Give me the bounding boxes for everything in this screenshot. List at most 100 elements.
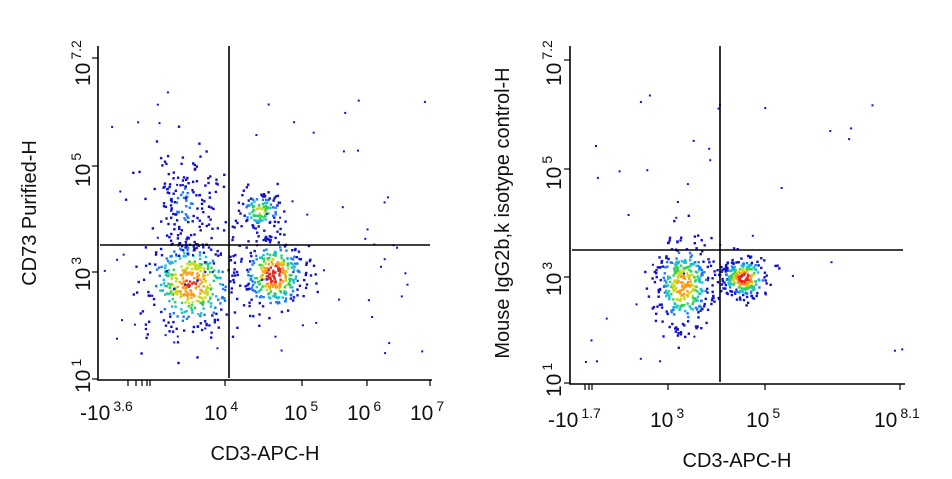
event-dot [231, 225, 234, 228]
event-dot [739, 282, 742, 286]
event-dot [273, 250, 277, 253]
event-dot [258, 301, 261, 305]
event-dot [176, 183, 179, 186]
event-dot [180, 162, 183, 165]
event-dot [169, 204, 173, 207]
event-dot [743, 270, 747, 274]
event-dot [269, 253, 272, 257]
plot-frame [569, 46, 905, 385]
event-dot [166, 191, 169, 194]
event-dot [263, 229, 266, 232]
event-dot [693, 285, 696, 288]
event-dot [686, 290, 689, 293]
event-dot [233, 261, 237, 264]
event-dot [204, 184, 207, 187]
event-dot [274, 210, 277, 214]
event-dot [281, 271, 284, 274]
event-dot [219, 282, 222, 286]
event-dot [155, 251, 158, 254]
event-dot [155, 268, 159, 271]
event-dot [223, 297, 226, 300]
event-dot [746, 273, 750, 276]
event-dot [701, 271, 704, 275]
event-dot [277, 266, 280, 269]
event-dot [236, 326, 239, 329]
event-dot [735, 278, 739, 281]
event-dot [176, 285, 179, 288]
event-dot [210, 266, 213, 269]
event-dot [207, 246, 211, 249]
event-dot [296, 294, 299, 297]
event-dot [205, 285, 209, 288]
event-dot [211, 259, 215, 262]
event-dot [668, 236, 672, 239]
event-dot [171, 305, 174, 308]
event-dot [178, 242, 181, 245]
event-dot [676, 260, 680, 263]
event-dot [262, 249, 266, 252]
event-dot [205, 260, 208, 264]
event-dot [750, 263, 753, 266]
event-dot [707, 276, 710, 280]
event-dot [190, 267, 193, 271]
event-dot [681, 294, 684, 297]
event-dot [255, 258, 258, 261]
event-dot [200, 202, 204, 205]
event-dot [192, 249, 196, 252]
event-dot [153, 187, 156, 191]
event-dot [188, 260, 191, 263]
event-dot [673, 302, 677, 306]
event-dot [261, 285, 264, 288]
event-dot [232, 271, 236, 274]
event-dot [675, 257, 678, 260]
event-dot [709, 159, 712, 162]
event-dot [291, 249, 294, 252]
event-dot [674, 263, 677, 266]
event-dot [396, 246, 398, 249]
event-dot [291, 278, 295, 282]
event-dot [254, 227, 257, 230]
event-dot [696, 307, 699, 310]
event-dot [711, 277, 714, 280]
event-dot [180, 210, 184, 214]
event-dot [691, 294, 694, 297]
event-dot [166, 154, 170, 158]
event-dot [282, 263, 285, 266]
event-dot [655, 269, 658, 272]
event-dot [728, 269, 732, 272]
event-dot [748, 278, 751, 282]
event-dot [309, 258, 312, 261]
event-dot [187, 216, 190, 219]
event-dot [212, 262, 216, 265]
event-dot [240, 225, 243, 228]
event-dot [848, 138, 851, 141]
event-dot [283, 290, 286, 293]
event-dot [181, 179, 185, 182]
event-dot [284, 271, 288, 274]
event-dot [693, 335, 696, 338]
event-dot [740, 275, 743, 278]
event-dot [273, 271, 276, 275]
event-dot [215, 295, 218, 298]
event-dot [292, 268, 296, 271]
event-dot [182, 196, 186, 200]
event-dot [764, 107, 767, 110]
event-dot [202, 272, 205, 275]
event-dot [315, 282, 318, 285]
event-dot [184, 213, 188, 216]
event-dot [274, 251, 278, 255]
event-dot [721, 268, 724, 272]
event-dot [208, 271, 212, 274]
event-dot [730, 265, 734, 268]
event-dot [208, 283, 212, 287]
event-dot [281, 296, 284, 299]
event-dot [263, 194, 267, 198]
event-dot [202, 210, 205, 214]
event-dot [763, 259, 766, 262]
event-dot [168, 312, 172, 316]
event-dot [216, 347, 219, 350]
event-dot [761, 279, 764, 282]
event-dot [292, 296, 296, 299]
event-dot [171, 297, 174, 301]
event-dot [690, 283, 693, 287]
